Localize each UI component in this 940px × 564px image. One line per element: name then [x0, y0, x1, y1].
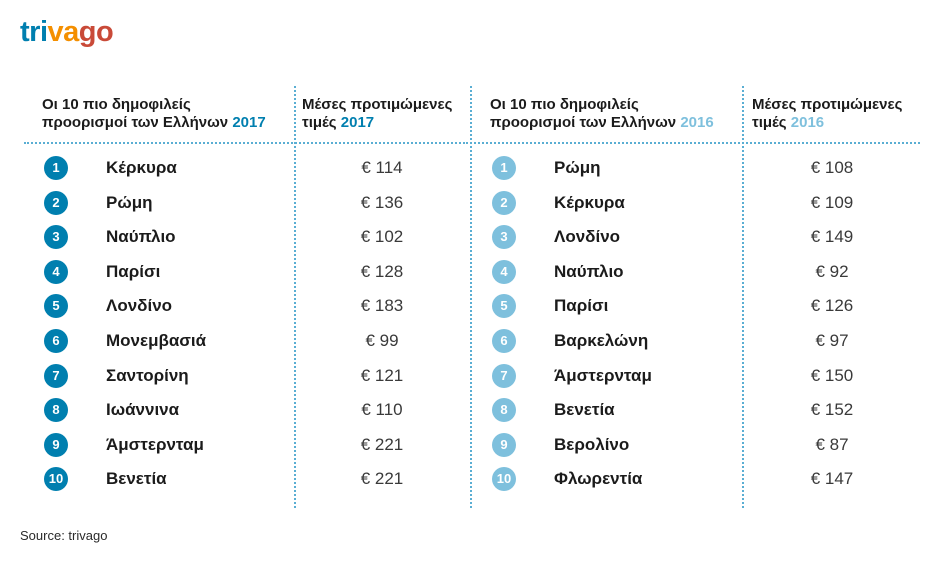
price-value: € 97 [815, 331, 849, 350]
rank-badge: 2 [44, 191, 68, 215]
table-row-2016: 6 Βαρκελώνη € 97 [492, 329, 912, 353]
header-rule-2017 [24, 142, 468, 144]
rank-badge: 3 [44, 225, 68, 249]
city-name: Ναύπλιο [106, 227, 176, 246]
price-value: € 99 [365, 331, 399, 350]
price-value: € 221 [360, 435, 404, 454]
rank-badge: 6 [492, 329, 516, 353]
table-row-2016: 4 Ναύπλιο € 92 [492, 260, 912, 284]
header-prices-2017: Μέσες προτιμώμενες τιμές 2017 [302, 96, 453, 131]
city-name: Παρίσι [554, 296, 609, 315]
table-row-2017: 10 Βενετία € 221 [44, 467, 464, 491]
price-value: € 128 [360, 262, 404, 281]
price-value: € 110 [361, 400, 403, 419]
price-value: € 149 [810, 227, 854, 246]
rank-badge: 4 [492, 260, 516, 284]
rank-badge: 8 [44, 398, 68, 422]
price-value: € 114 [361, 158, 403, 177]
city-name: Βενετία [554, 400, 615, 419]
table-row-2017: 6 Μονεμβασιά € 99 [44, 329, 464, 353]
trivago-logo: trivago [20, 16, 114, 48]
city-name: Κέρκυρα [106, 158, 177, 177]
table-row-2017: 5 Λονδίνο € 183 [44, 294, 464, 318]
price-value: € 221 [360, 469, 404, 488]
price-value: € 92 [815, 262, 849, 281]
table-row-2016: 3 Λονδίνο € 149 [492, 225, 912, 249]
city-name: Ρώμη [554, 158, 601, 177]
city-name: Σαντορίνη [106, 366, 189, 385]
rank-badge: 1 [44, 156, 68, 180]
header-destinations-2017: Οι 10 πιο δημοφιλείς προορισμοί των Ελλή… [42, 96, 266, 131]
table-row-2017: 3 Ναύπλιο € 102 [44, 225, 464, 249]
column-divider-2017 [294, 86, 296, 508]
column-divider-2016 [742, 86, 744, 508]
table-row-2017: 4 Παρίσι € 128 [44, 260, 464, 284]
price-value: € 109 [810, 193, 854, 212]
price-value: € 121 [360, 366, 404, 385]
city-name: Βερολίνο [554, 435, 630, 454]
rank-badge: 10 [44, 467, 68, 491]
header-rule-2016 [474, 142, 920, 144]
city-name: Μονεμβασιά [106, 331, 207, 350]
rank-badge: 6 [44, 329, 68, 353]
table-row-2016: 1 Ρώμη € 108 [492, 156, 912, 180]
header-prices-2016: Μέσες προτιμώμενες τιμές 2016 [752, 96, 903, 131]
price-value: € 150 [810, 366, 854, 385]
city-name: Φλωρεντία [554, 469, 643, 488]
year-label-2017-prices: 2017 [340, 114, 375, 131]
city-name: Λονδίνο [106, 296, 173, 315]
city-name: Ρώμη [106, 193, 153, 212]
table-row-2016: 9 Βερολίνο € 87 [492, 433, 912, 457]
source-note: Source: trivago [20, 528, 108, 543]
year-label-2017: 2017 [232, 114, 266, 131]
rank-badge: 3 [492, 225, 516, 249]
table-row-2016: 8 Βενετία € 152 [492, 398, 912, 422]
city-name: Ιωάννινα [106, 400, 180, 419]
table-divider [470, 86, 472, 508]
price-value: € 147 [810, 469, 854, 488]
city-name: Παρίσι [106, 262, 161, 281]
city-name: Λονδίνο [554, 227, 621, 246]
price-value: € 102 [360, 227, 404, 246]
header-destinations-2016: Οι 10 πιο δημοφιλείς προορισμοί των Ελλή… [490, 96, 714, 131]
rank-badge: 10 [492, 467, 516, 491]
year-label-2016: 2016 [680, 114, 714, 131]
rank-badge: 1 [492, 156, 516, 180]
table-row-2017: 9 Άμστερνταμ € 221 [44, 433, 464, 457]
city-name: Βενετία [106, 469, 167, 488]
city-name: Ναύπλιο [554, 262, 624, 281]
price-value: € 87 [815, 435, 849, 454]
rank-badge: 9 [44, 433, 68, 457]
rank-badge: 5 [44, 294, 68, 318]
city-name: Άμστερνταμ [106, 435, 204, 454]
rank-badge: 9 [492, 433, 516, 457]
table-row-2016: 5 Παρίσι € 126 [492, 294, 912, 318]
table-row-2016: 10 Φλωρεντία € 147 [492, 467, 912, 491]
table-row-2017: 8 Ιωάννινα € 110 [44, 398, 464, 422]
table-row-2017: 7 Σαντορίνη € 121 [44, 364, 464, 388]
table-row-2016: 7 Άμστερνταμ € 150 [492, 364, 912, 388]
year-label-2016-prices: 2016 [790, 114, 825, 131]
price-value: € 126 [810, 296, 854, 315]
city-name: Βαρκελώνη [554, 331, 649, 350]
city-name: Κέρκυρα [554, 193, 625, 212]
table-row-2017: 2 Ρώμη € 136 [44, 191, 464, 215]
price-value: € 136 [360, 193, 404, 212]
city-name: Άμστερνταμ [554, 366, 652, 385]
table-row-2016: 2 Κέρκυρα € 109 [492, 191, 912, 215]
rank-badge: 2 [492, 191, 516, 215]
price-value: € 108 [810, 158, 854, 177]
price-value: € 183 [360, 296, 404, 315]
rank-badge: 4 [44, 260, 68, 284]
rank-badge: 5 [492, 294, 516, 318]
price-value: € 152 [810, 400, 854, 419]
rank-badge: 7 [44, 364, 68, 388]
rank-badge: 7 [492, 364, 516, 388]
rank-badge: 8 [492, 398, 516, 422]
table-row-2017: 1 Κέρκυρα € 114 [44, 156, 464, 180]
